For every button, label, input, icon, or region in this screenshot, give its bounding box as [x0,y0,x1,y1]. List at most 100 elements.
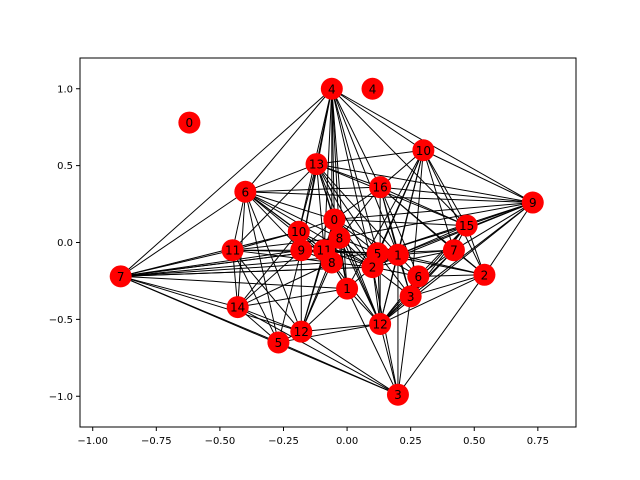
node-circle [320,251,343,274]
node-label: 3 [407,290,415,304]
node-circle [287,220,310,243]
edge [379,274,485,325]
node-label: 0 [186,116,194,130]
edge [410,274,485,297]
node: 6 [234,180,257,203]
edge [298,163,318,232]
edge [244,191,302,332]
edge [120,249,233,277]
node: 7 [109,265,132,288]
edge [245,163,317,193]
node-circle [323,208,346,231]
x-tick-label: −0.25 [268,436,299,447]
edge [120,275,302,333]
edge [120,261,332,277]
edge [232,249,302,332]
node: 2 [361,256,384,279]
node-label: 7 [117,270,125,284]
y-tick-label: 0.0 [57,238,73,249]
edge [237,231,300,308]
node: 13 [305,153,328,176]
edge [422,150,468,226]
node-circle [386,383,409,406]
edge [316,163,467,227]
node-label: 2 [369,261,377,275]
edge [237,288,348,308]
edge [120,275,238,308]
node-circle [290,320,313,343]
node-label: 5 [275,336,283,350]
edge [245,191,335,220]
node-circle [305,153,328,176]
x-tick-label: 0.25 [400,436,422,447]
edge [232,163,317,251]
node-circle [442,239,465,262]
node: 15 [455,214,478,237]
edge [331,88,424,151]
node: 0 [323,208,346,231]
node-circle [221,239,244,262]
node-circle [320,77,343,100]
edge [334,202,533,220]
edge [245,191,340,239]
edge [484,202,534,276]
edge [334,218,467,227]
node-label: 9 [529,196,537,210]
node-circle [109,265,132,288]
node: 9 [521,191,544,214]
node: 1 [386,243,409,266]
node: 4 [361,77,384,100]
node: 8 [328,226,351,249]
node-circle [369,176,392,199]
edge [245,191,533,204]
node-label: 13 [309,158,324,172]
edge [331,88,399,255]
node-circle [386,243,409,266]
node-circle [369,312,392,335]
x-tick-label: 0.75 [527,436,549,447]
node-label: 8 [328,256,336,270]
node-label: 1 [343,282,351,296]
node-circle [328,226,351,249]
node: 10 [287,220,310,243]
node: 6 [407,265,430,288]
edge [237,249,302,308]
edge [316,164,325,251]
edge [379,323,399,395]
edge [277,250,302,343]
edge [423,149,533,203]
node: 11 [221,239,244,262]
node: 7 [442,239,465,262]
node-circle [473,263,496,286]
edge [120,249,325,277]
node: 9 [290,239,313,262]
node-label: 10 [416,144,431,158]
node-label: 6 [414,270,422,284]
x-axis-ticks: −1.00 −0.75 −0.50 −0.25 0.00 0.25 0.50 0.75 [77,427,549,447]
edge [453,202,534,251]
node-circle [226,296,249,319]
edge [397,225,467,256]
edge [278,341,399,396]
edge [237,306,399,396]
node-label: 10 [291,225,306,239]
edge [339,202,533,239]
x-tick-label: −0.75 [141,436,172,447]
node-label: 12 [373,317,388,331]
node-label: 4 [369,82,377,96]
node-circle [455,214,478,237]
node: 3 [399,285,422,308]
edge [331,88,381,188]
edge [418,274,485,277]
edge [244,88,333,193]
edge [331,88,467,226]
edge [316,149,424,165]
edge [120,88,333,277]
node: 16 [369,176,392,199]
edge [316,163,399,256]
edge [379,254,399,325]
node-circle [234,180,257,203]
node-label: 14 [230,301,245,315]
edge [316,163,379,254]
